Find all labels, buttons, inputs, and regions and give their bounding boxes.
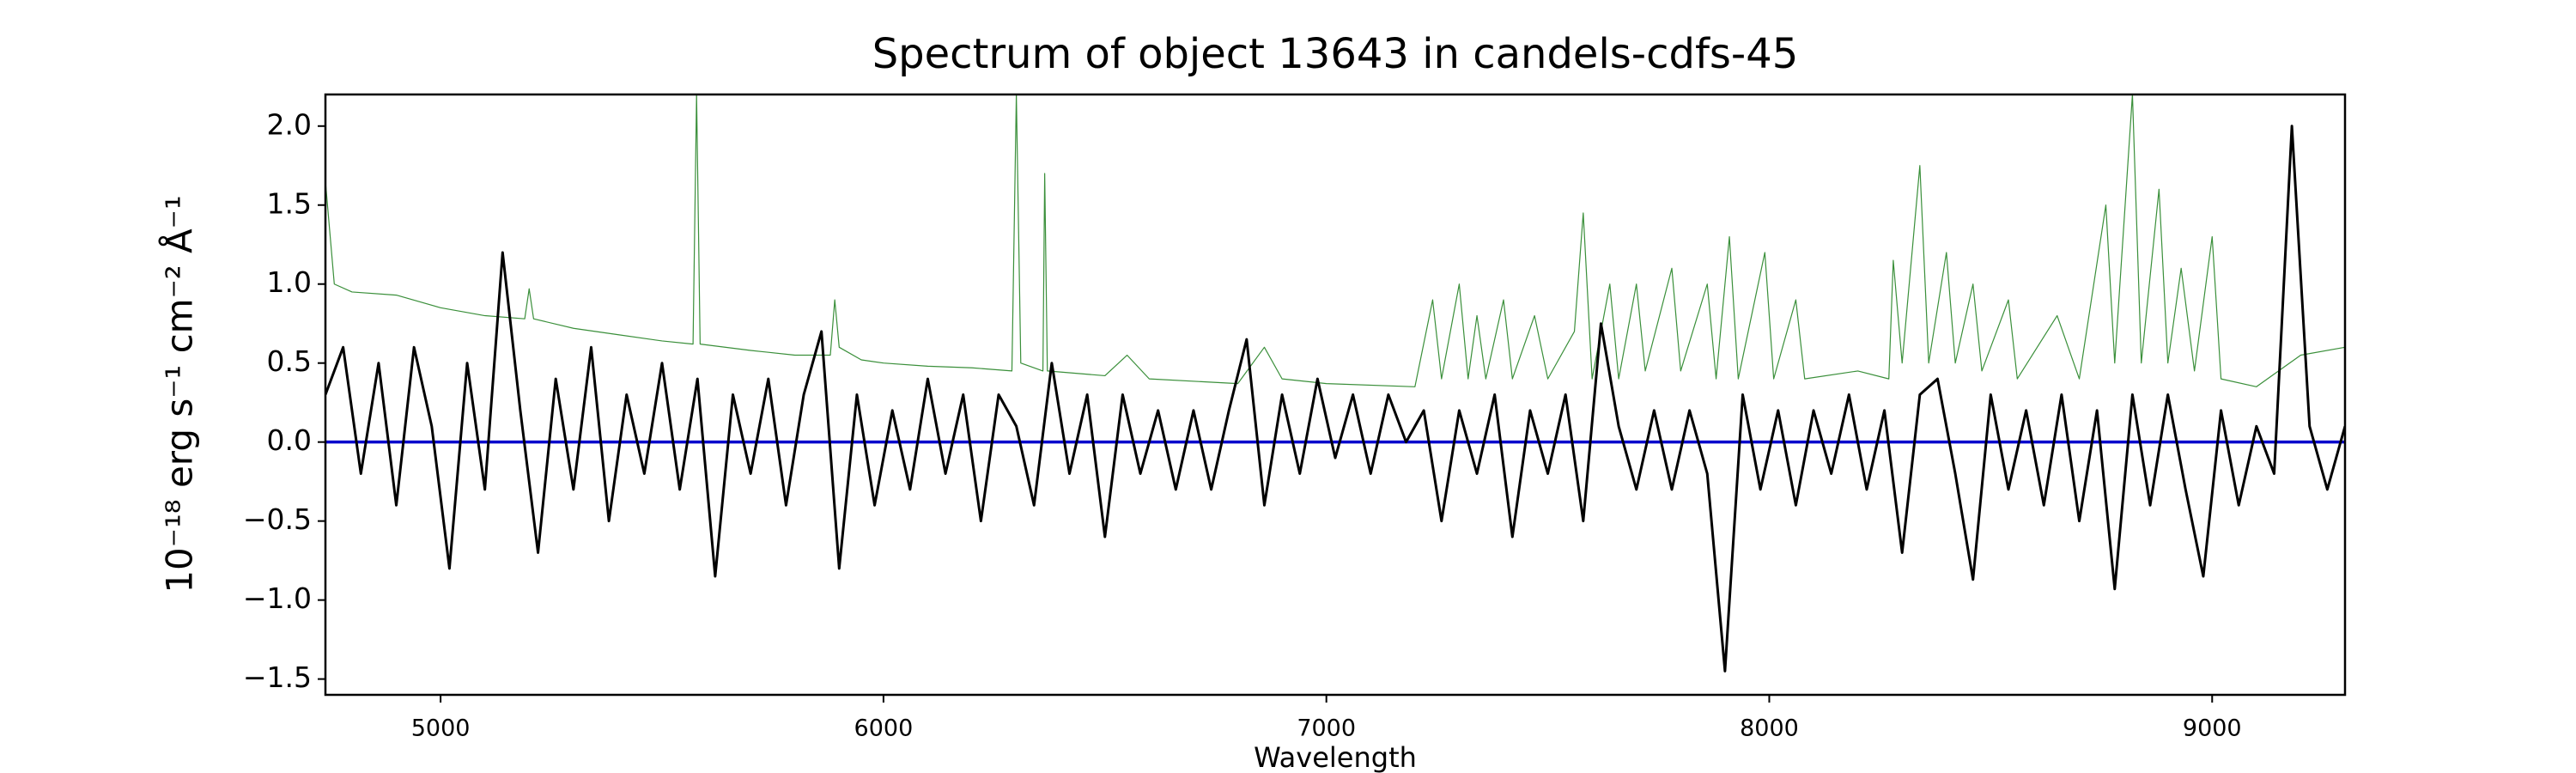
- spectrum-line: [325, 125, 2345, 673]
- y-tick-label: 1.0: [267, 265, 312, 299]
- spectrum-line: [325, 94, 2345, 387]
- plot-frame: [324, 93, 2347, 697]
- x-tick-label: 7000: [1297, 715, 1356, 742]
- y-tick-label: −1.5: [243, 660, 312, 694]
- x-tick-label: 5000: [411, 715, 471, 742]
- y-tick-label: −1.0: [243, 581, 312, 615]
- y-tick-label: 0.0: [267, 423, 312, 457]
- chart-title: Spectrum of object 13643 in candels-cdfs…: [872, 30, 1799, 78]
- y-tick-label: −0.5: [243, 502, 312, 536]
- x-tick-label: 9000: [2183, 715, 2242, 742]
- plot-area: [325, 94, 2345, 673]
- x-tick-label: 6000: [854, 715, 914, 742]
- y-axis-label: 10⁻¹⁸ erg s⁻¹ cm⁻² Å⁻¹: [158, 195, 201, 593]
- x-tick-label: 8000: [1740, 715, 1799, 742]
- y-tick-label: 2.0: [267, 107, 312, 141]
- x-axis-label: Wavelength: [1254, 741, 1417, 773]
- y-tick-label: 0.5: [267, 344, 312, 378]
- y-tick-label: 1.5: [267, 186, 312, 220]
